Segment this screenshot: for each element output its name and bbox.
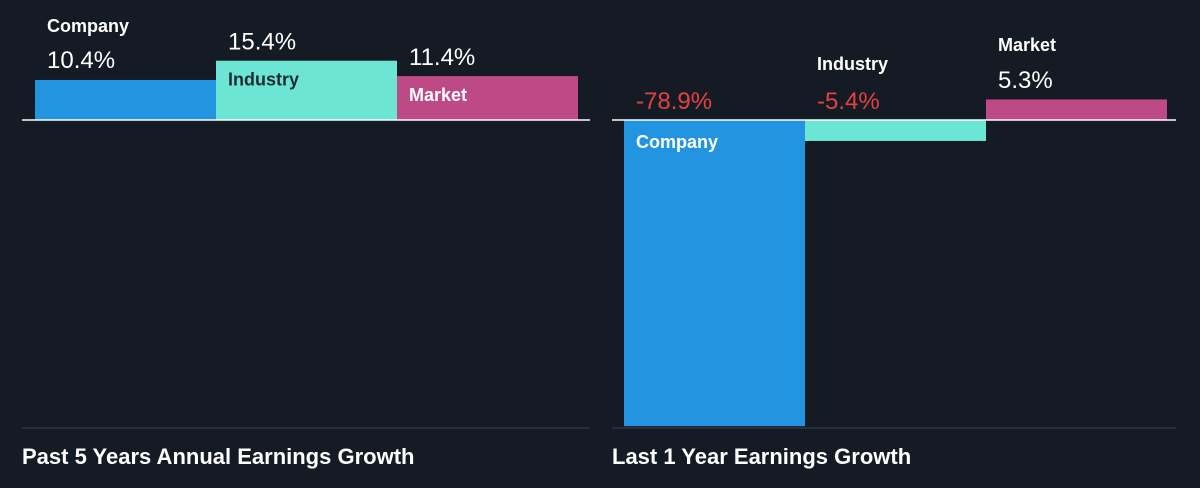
category-label-company: Company: [636, 132, 718, 152]
value-label-company: 10.4%: [47, 47, 115, 74]
bar-industry: [805, 120, 986, 141]
bar-company: [624, 120, 805, 427]
category-label-industry: Industry: [228, 70, 299, 90]
category-label-industry: Industry: [817, 54, 888, 74]
value-label-market: 5.3%: [998, 67, 1053, 94]
category-label-market: Market: [409, 85, 467, 105]
value-label-market: 11.4%: [409, 44, 475, 71]
category-label-market: Market: [998, 35, 1056, 55]
chart-title-past-5-years: Past 5 Years Annual Earnings Growth: [22, 444, 415, 469]
bar-industry: [216, 60, 397, 120]
bar-company: [35, 79, 216, 120]
category-label-company: Company: [47, 16, 129, 36]
value-label-industry: -5.4%: [817, 88, 880, 115]
value-label-company: -78.9%: [636, 88, 712, 115]
bar-market: [397, 76, 578, 120]
bar-market: [986, 99, 1167, 120]
chart-title-last-1-year: Last 1 Year Earnings Growth: [612, 444, 912, 469]
value-label-industry: 15.4%: [228, 29, 296, 56]
